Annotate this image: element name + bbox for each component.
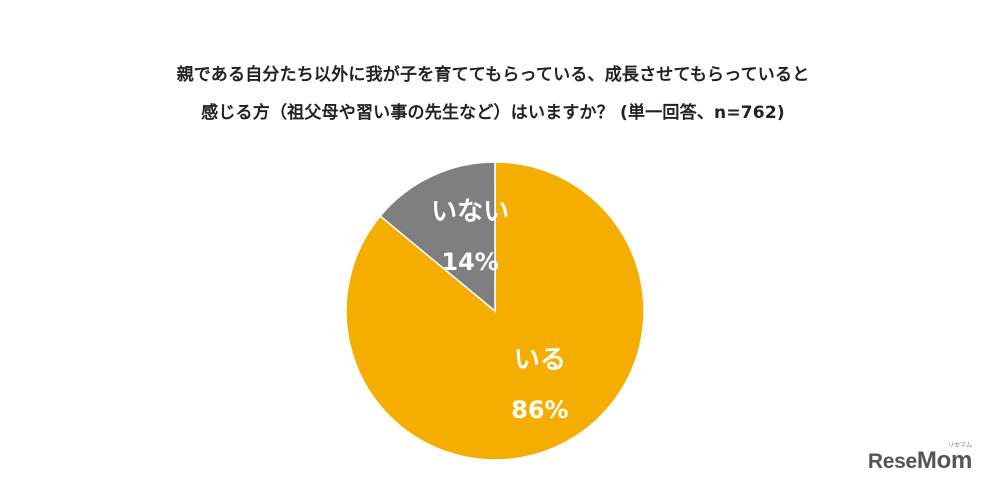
chart-title-line1: 親である自分たち以外に我が子を育ててもらっている、成長させてもらっていると <box>176 65 810 85</box>
chart-title-line2: 感じる方（祖父母や習い事の先生など）はいますか？ (単一回答、n=762) <box>201 103 785 123</box>
logo-text-mom: Mom <box>916 447 972 474</box>
slice-label-0: いる <box>514 345 566 375</box>
slice-value-label-0: 86% <box>511 396 568 424</box>
resemom-logo: ReseMom リセマム <box>867 443 972 475</box>
pie-slice-0 <box>345 161 645 461</box>
logo-tagline: リセマム <box>947 443 972 449</box>
pie-slice-1 <box>379 161 496 313</box>
logo-text-rese: Rese <box>867 450 917 473</box>
slice-label-1: いない <box>431 197 509 227</box>
slice-value-label-1: 14% <box>441 248 498 276</box>
